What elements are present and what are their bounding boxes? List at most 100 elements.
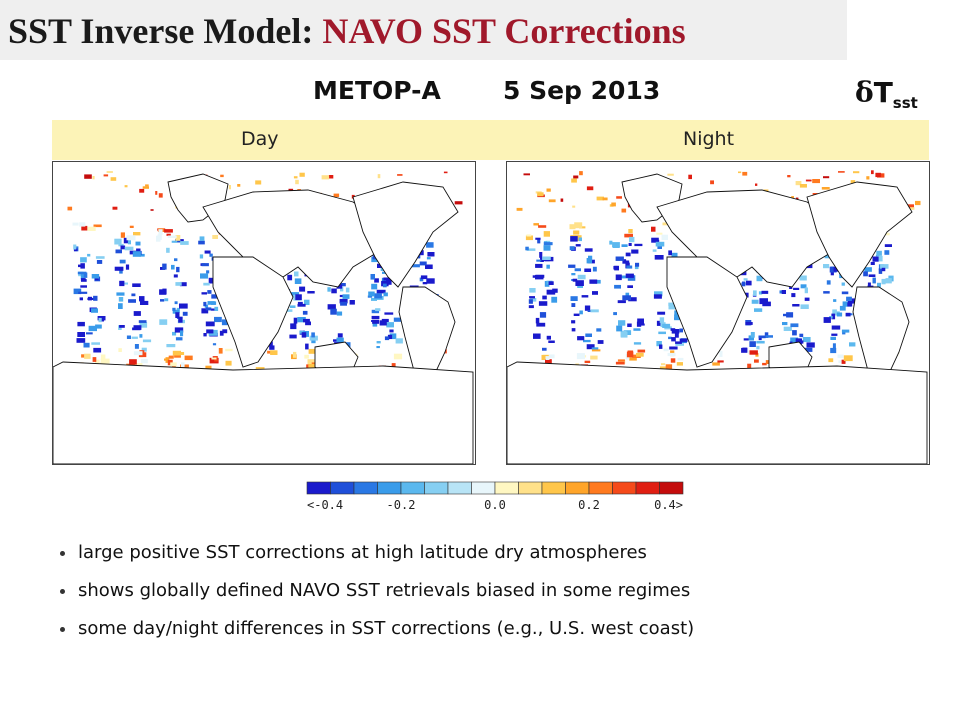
sst-pixel [523,173,530,176]
colorbar-swatch [353,481,378,495]
sst-pixel [118,297,124,302]
sst-pixel [367,295,373,298]
sst-pixel [374,278,379,283]
sst-pixel [381,280,389,287]
sst-pixel [577,336,585,341]
sst-pixel [204,250,211,254]
sst-pixel [420,275,428,280]
bullet-list: large positive SST corrections at high l… [60,540,940,654]
sst-pixel [616,325,623,332]
sst-pixel [160,299,165,302]
sst-pixel [584,248,593,252]
sst-pixel [145,184,149,187]
sst-pixel [821,187,830,190]
sst-pixel [804,347,813,352]
bullet-dot [60,589,65,594]
sst-pixel [220,174,224,178]
sst-pixel [738,171,742,174]
sst-pixel [77,332,85,337]
sst-pixel [142,186,149,189]
sst-pixel [155,191,158,195]
sst-pixel [575,244,581,247]
sst-pixel [546,289,556,295]
sst-pixel [637,349,646,353]
day-label: Day [241,128,279,150]
sst-pixel [636,352,644,357]
sst-pixel [658,331,666,335]
sst-pixel [120,232,125,238]
sst-pixel [795,338,802,345]
sst-pixel [212,343,217,346]
bullet-item: some day/night differences in SST correc… [60,616,940,642]
sst-pixel [667,352,676,357]
sst-pixel [749,350,758,355]
continent-outline [656,189,838,288]
sst-pixel [849,342,856,347]
sst-pixel [371,315,380,320]
sst-pixel [533,333,541,339]
sst-pixel [174,258,178,262]
sst-pixel [783,313,790,317]
sst-pixel [765,360,770,364]
sst-pixel [823,291,830,294]
sst-pixel [211,357,217,360]
sst-pixel [126,335,131,339]
sst-pixel [830,347,837,354]
sst-pixel [393,353,403,360]
colorbar-swatch [635,481,660,495]
sst-pixel [655,239,660,243]
sst-pixel [841,329,850,333]
sst-pixel [837,354,844,359]
sst-pixel [795,197,799,200]
sst-pixel [177,352,185,355]
sst-pixel [129,359,137,365]
sst-pixel [847,302,853,307]
sst-pixel [546,335,551,340]
sst-pixel [575,280,584,286]
sst-pixel [289,305,296,308]
sst-pixel [754,308,763,312]
sst-pixel [525,235,533,241]
sst-pixel [799,184,807,188]
sst-pixel [812,179,820,184]
sst-pixel [545,359,552,365]
sst-pixel [574,268,581,272]
date-label: 5 Sep 2013 [503,76,661,105]
sst-pixel [96,260,103,264]
sst-pixel [637,318,644,324]
sst-pixel [622,259,627,264]
sst-pixel [668,336,672,340]
sst-pixel [95,256,105,259]
sst-pixel [878,268,883,274]
sst-pixel [339,298,348,304]
sst-pixel [538,225,547,228]
sst-pixel [78,291,88,294]
sst-pixel [79,222,86,227]
sst-pixel [443,171,448,174]
sst-pixel [426,278,435,284]
sst-pixel [653,294,662,299]
sst-pixel [299,172,305,177]
sst-pixel [374,293,382,299]
sst-pixel [877,282,881,288]
sst-pixel [626,260,630,264]
sst-pixel [545,240,551,243]
sst-pixel [651,237,659,243]
sst-pixel [118,303,123,309]
sst-pixel [73,288,82,295]
sst-pixel [336,284,343,289]
sst-pixel [805,179,812,182]
sst-pixel [609,240,613,245]
sst-pixel [376,346,380,349]
sst-pixel [81,225,88,231]
sst-pixel [620,330,627,337]
sst-pixel [679,328,683,333]
sst-pixel [634,243,643,247]
sst-pixel [710,180,714,185]
slide-title: SST Inverse Model: NAVO SST Corrections [8,10,686,52]
sst-pixel [627,285,633,288]
sst-pixel [875,172,881,178]
sst-pixel [302,310,308,315]
sst-pixel [625,273,634,278]
sst-pixel [333,193,340,197]
